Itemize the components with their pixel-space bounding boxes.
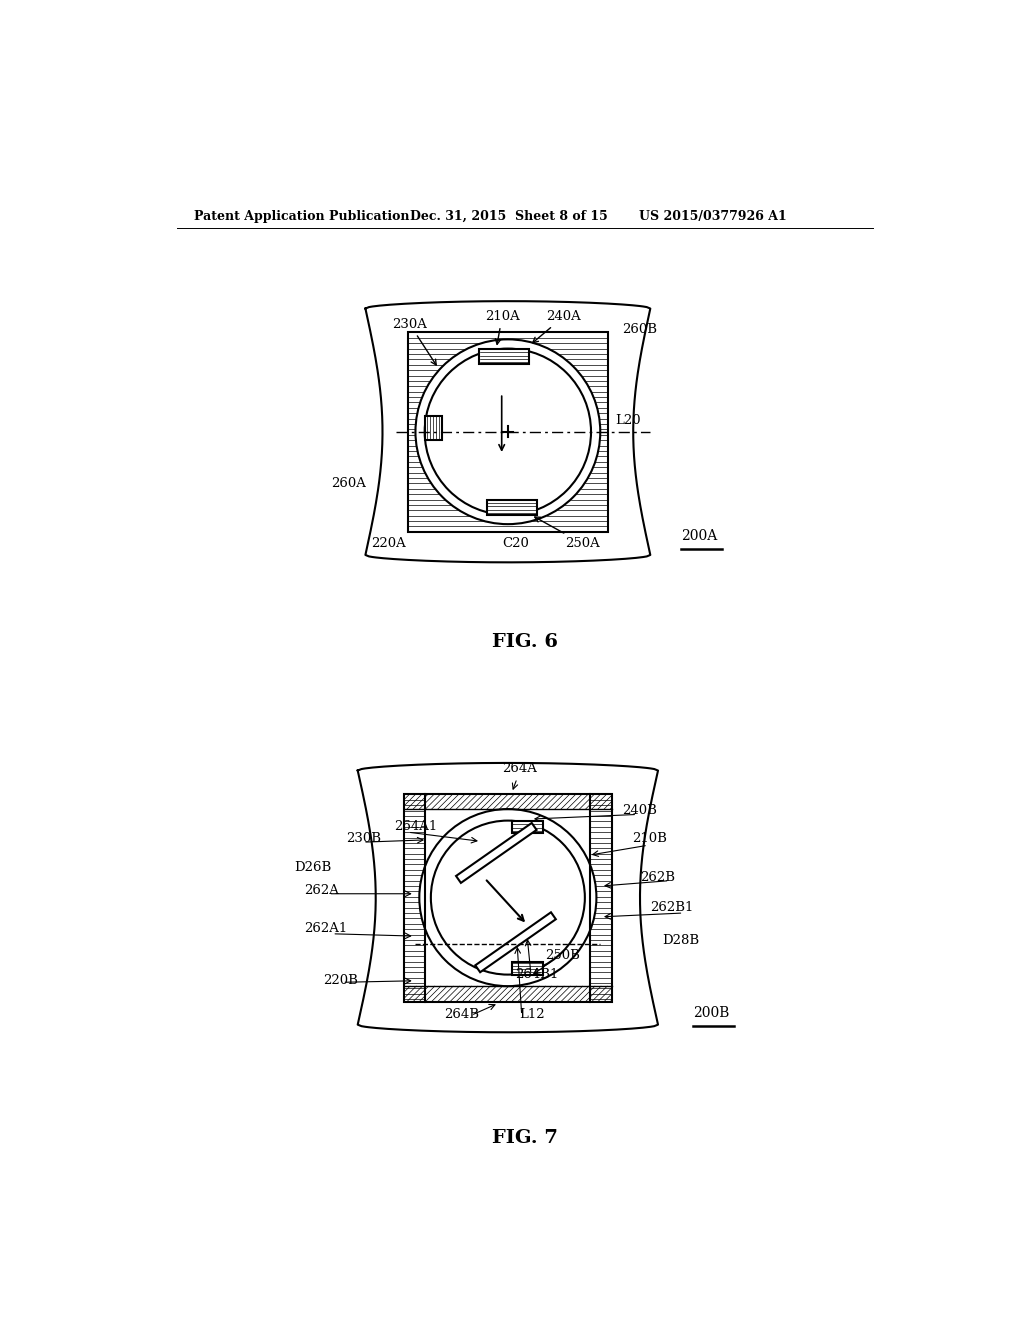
Text: 200A: 200A <box>681 528 718 543</box>
Text: D28B: D28B <box>662 933 699 946</box>
Text: 264A1: 264A1 <box>394 820 437 833</box>
Polygon shape <box>486 499 537 515</box>
Text: 230A: 230A <box>392 318 436 366</box>
Polygon shape <box>475 912 556 973</box>
Text: 250B: 250B <box>545 949 580 962</box>
Text: Patent Application Publication: Patent Application Publication <box>194 210 410 223</box>
Polygon shape <box>366 301 650 562</box>
Text: 260A: 260A <box>331 478 366 490</box>
Text: 220B: 220B <box>323 974 358 987</box>
Text: 210A: 210A <box>484 310 519 345</box>
Polygon shape <box>357 763 658 1032</box>
Text: 240A: 240A <box>532 310 581 343</box>
Text: 264A: 264A <box>502 762 537 775</box>
Polygon shape <box>512 821 543 833</box>
Text: 262B: 262B <box>640 871 675 883</box>
Text: C20: C20 <box>502 537 529 550</box>
Text: 200B: 200B <box>692 1006 729 1020</box>
Text: 264B1: 264B1 <box>515 969 559 982</box>
Text: 262B1: 262B1 <box>650 902 693 915</box>
Text: 264B: 264B <box>444 1008 479 1022</box>
Text: L12: L12 <box>519 1008 545 1022</box>
Circle shape <box>416 339 600 524</box>
Text: FIG. 7: FIG. 7 <box>492 1129 558 1147</box>
Text: 262A1: 262A1 <box>304 923 347 936</box>
Text: US 2015/0377926 A1: US 2015/0377926 A1 <box>639 210 786 223</box>
Text: Dec. 31, 2015  Sheet 8 of 15: Dec. 31, 2015 Sheet 8 of 15 <box>410 210 608 223</box>
Text: 260B: 260B <box>622 323 656 337</box>
Polygon shape <box>403 793 611 1002</box>
Text: 250A: 250A <box>535 517 600 550</box>
Polygon shape <box>456 822 537 883</box>
Circle shape <box>431 821 585 974</box>
Text: 210B: 210B <box>633 832 668 845</box>
Text: 220A: 220A <box>371 537 406 550</box>
Polygon shape <box>408 331 608 532</box>
Text: L20: L20 <box>615 414 641 428</box>
Polygon shape <box>425 416 441 441</box>
Polygon shape <box>479 348 529 364</box>
Text: 230B: 230B <box>346 832 381 845</box>
Text: D26B: D26B <box>294 861 331 874</box>
Text: 262A: 262A <box>304 884 339 896</box>
Text: 240B: 240B <box>622 804 656 817</box>
Text: FIG. 6: FIG. 6 <box>492 634 558 651</box>
Circle shape <box>419 809 596 986</box>
Polygon shape <box>512 962 543 974</box>
Circle shape <box>425 348 591 515</box>
